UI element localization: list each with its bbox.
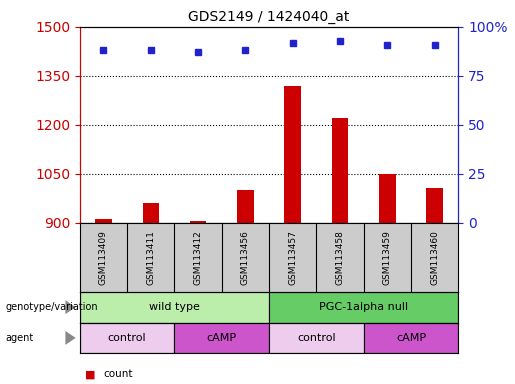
Text: control: control — [108, 333, 146, 343]
Text: genotype/variation: genotype/variation — [5, 302, 98, 312]
Bar — [426, 189, 443, 223]
Text: GSM113460: GSM113460 — [430, 230, 439, 285]
Bar — [80, 323, 175, 353]
Text: GSM113412: GSM113412 — [194, 230, 202, 285]
Bar — [379, 174, 396, 223]
Text: agent: agent — [5, 333, 33, 343]
Text: cAMP: cAMP — [207, 333, 237, 343]
Text: count: count — [103, 369, 132, 379]
Text: cAMP: cAMP — [396, 333, 426, 343]
Bar — [95, 219, 112, 223]
Text: control: control — [297, 333, 336, 343]
Bar — [284, 86, 301, 223]
Bar — [237, 190, 254, 223]
Text: wild type: wild type — [149, 302, 200, 312]
Text: GSM113456: GSM113456 — [241, 230, 250, 285]
Bar — [269, 292, 458, 323]
Text: GSM113457: GSM113457 — [288, 230, 297, 285]
Text: GSM113458: GSM113458 — [336, 230, 345, 285]
Bar — [269, 323, 364, 353]
Text: GSM113409: GSM113409 — [99, 230, 108, 285]
Bar — [190, 221, 207, 223]
Text: GSM113459: GSM113459 — [383, 230, 392, 285]
Title: GDS2149 / 1424040_at: GDS2149 / 1424040_at — [188, 10, 350, 25]
Bar — [364, 323, 458, 353]
Bar — [143, 203, 159, 223]
Text: ■: ■ — [85, 369, 95, 379]
Bar — [175, 323, 269, 353]
Text: PGC-1alpha null: PGC-1alpha null — [319, 302, 408, 312]
Text: GSM113411: GSM113411 — [146, 230, 156, 285]
Bar — [80, 292, 269, 323]
Bar — [332, 118, 348, 223]
